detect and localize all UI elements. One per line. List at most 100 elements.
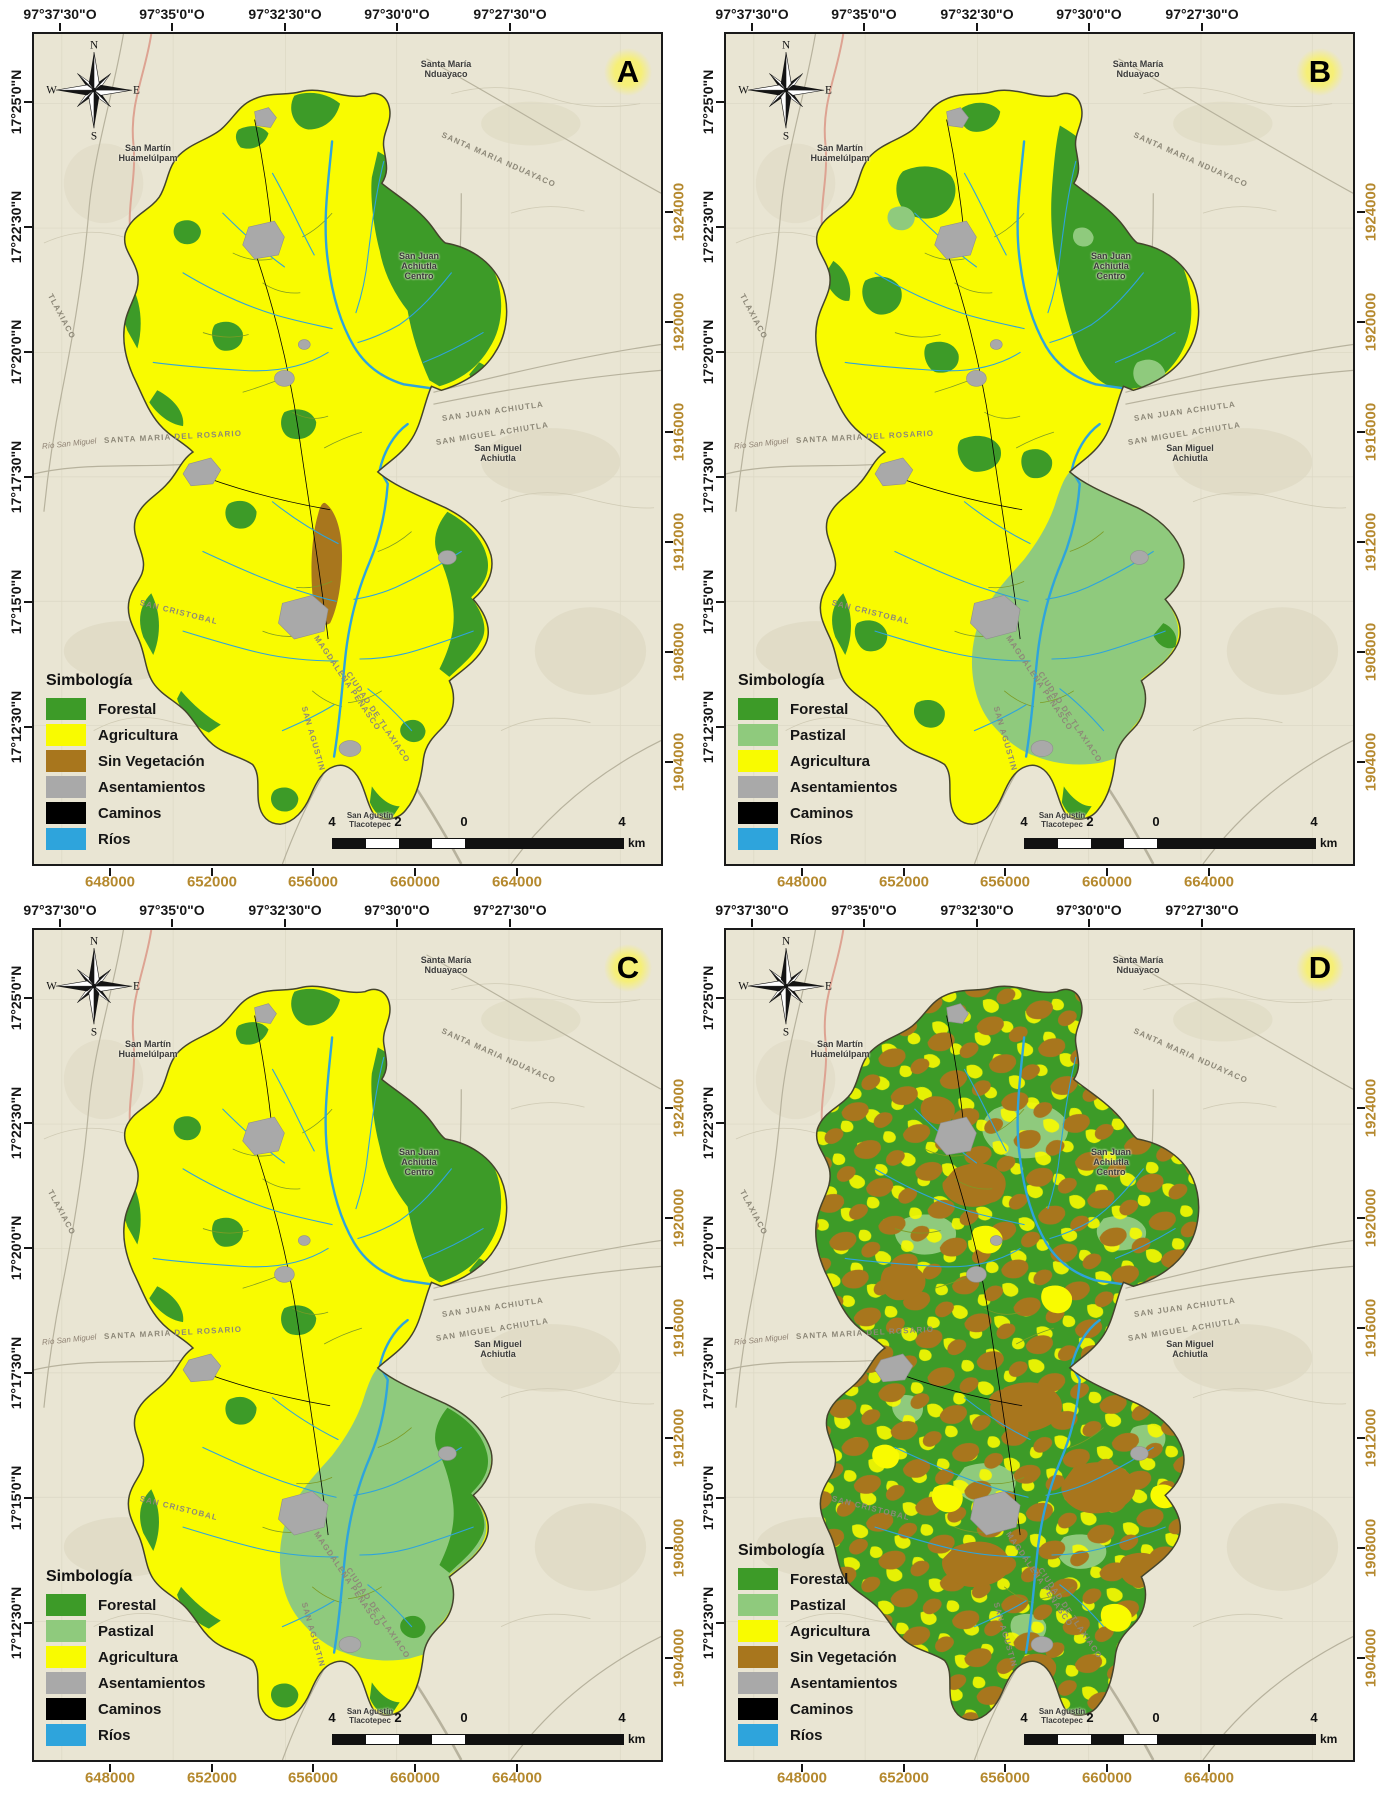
utm-easting-label: 648000	[84, 1769, 136, 1787]
legend-item: Agricultura	[46, 724, 206, 746]
axis-tick	[1357, 651, 1365, 653]
axis-tick	[24, 726, 32, 728]
latitude-label: 17°15'0"N	[8, 569, 24, 635]
axis-tick	[716, 476, 724, 478]
legend-item: Asentamientos	[738, 776, 898, 798]
compass-rose: N S W E	[738, 936, 832, 1039]
legend-item-label: Ríos	[790, 830, 823, 848]
utm-northing-label: 1916000	[1362, 402, 1380, 462]
utm-northing-label: 1924000	[1362, 182, 1380, 242]
legend-item: Sin Vegetación	[738, 1646, 898, 1668]
axis-tick	[1208, 868, 1210, 876]
longitude-label: 97°27'30"O	[1165, 902, 1239, 918]
utm-northing-label: 1912000	[1362, 512, 1380, 572]
axis-tick	[414, 1764, 416, 1772]
axis-tick	[665, 321, 673, 323]
axis-tick	[665, 651, 673, 653]
legend-color-swatch	[738, 1568, 778, 1590]
axis-tick	[284, 23, 286, 31]
legend-item-label: Agricultura	[790, 752, 871, 770]
axis-tick	[1201, 919, 1203, 927]
compass-south-label: S	[783, 131, 789, 143]
legend-item: Ríos	[738, 1724, 898, 1746]
map-c-landcover	[34, 930, 661, 1760]
scale-bar: 4 2 0 4 km	[1020, 1710, 1337, 1754]
map-panel-b[interactable]: N S W E B Santa María Nduayaco San Martí…	[724, 32, 1355, 866]
axis-tick	[509, 919, 511, 927]
latitude-label: 17°25'0"N	[700, 69, 716, 135]
axis-tick	[509, 23, 511, 31]
axis-tick	[716, 1622, 724, 1624]
axis-tick	[1088, 23, 1090, 31]
axis-tick	[414, 868, 416, 876]
panel-letter-badge: C	[604, 944, 652, 992]
panel-letter-badge: A	[604, 48, 652, 96]
scale-number: 4	[328, 1710, 336, 1725]
axis-tick	[1357, 541, 1365, 543]
place-label-san-juan-achiutla-centro: San Juan Achiutla Centro	[398, 251, 439, 281]
axis-tick	[716, 726, 724, 728]
axis-tick	[24, 1247, 32, 1249]
legend-item: Pastizal	[738, 1594, 898, 1616]
latitude-label: 17°20'0"N	[8, 319, 24, 385]
map-panel-c[interactable]: N S W E C Santa María Nduayaco San Martí…	[32, 928, 663, 1762]
axis-tick	[665, 761, 673, 763]
place-label-san-martin-huamelulpam: San Martín Huamelúlpam	[118, 1039, 178, 1059]
axis-tick	[1357, 1657, 1365, 1659]
legend-items: Forestal Pastizal Agricultura Asentamientos…	[46, 1594, 206, 1746]
axis-tick	[976, 919, 978, 927]
latitude-label: 17°12'30"N	[700, 690, 716, 764]
compass-north-label: N	[90, 936, 98, 948]
legend-color-swatch	[46, 698, 86, 720]
place-label-san-agustin-tlacotepec: San Agustín Tlacotepec	[1038, 1707, 1086, 1725]
longitude-label: 97°30'0"O	[364, 902, 430, 918]
longitude-label: 97°35'0"O	[139, 902, 205, 918]
compass-rose: N S W E	[738, 40, 832, 143]
scale-number: 2	[394, 814, 402, 829]
utm-easting-label: 656000	[979, 1769, 1031, 1787]
legend-item-label: Asentamientos	[98, 1674, 206, 1692]
axis-tick	[751, 919, 753, 927]
latitude-label: 17°17'30"N	[8, 1336, 24, 1410]
legend-title: Simbología	[738, 1542, 825, 1559]
utm-easting-label: 652000	[878, 1769, 930, 1787]
legend-color-swatch	[738, 828, 778, 850]
legend-color-swatch	[738, 776, 778, 798]
place-label-santa-maria-nduayaco: Santa María Nduayaco	[1112, 59, 1164, 79]
legend-item: Agricultura	[738, 1620, 898, 1642]
axis-tick	[1357, 1217, 1365, 1219]
axis-tick	[716, 351, 724, 353]
map-panel-d[interactable]: N S W E D Santa María Nduayaco San Martí…	[724, 928, 1355, 1762]
latitude-label: 17°12'30"N	[700, 1586, 716, 1660]
map-legend: Simbología Forestal Pastizal Agricultura Si…	[738, 1542, 898, 1750]
utm-northing-label: 1904000	[670, 732, 688, 792]
map-legend: Simbología Forestal Pastizal Agricultura As…	[738, 672, 898, 854]
axis-tick	[1208, 1764, 1210, 1772]
axis-tick	[716, 1247, 724, 1249]
compass-star	[747, 947, 825, 1025]
scale-number: 4	[1310, 1710, 1318, 1725]
utm-easting-label: 656000	[287, 873, 339, 891]
utm-easting-label: 660000	[389, 1769, 441, 1787]
legend-color-swatch	[46, 802, 86, 824]
utm-easting-label: 652000	[878, 873, 930, 891]
axis-tick	[716, 1497, 724, 1499]
scale-number: 2	[394, 1710, 402, 1725]
legend-color-swatch	[46, 1698, 86, 1720]
axis-tick	[1357, 1327, 1365, 1329]
legend-color-swatch	[46, 1646, 86, 1668]
scale-bar: 4 2 0 4 km	[1020, 814, 1337, 858]
axis-tick	[716, 101, 724, 103]
utm-northing-label: 1912000	[670, 512, 688, 572]
utm-northing-label: 1908000	[670, 1518, 688, 1578]
axis-tick	[171, 919, 173, 927]
legend-item: Sin Vegetación	[46, 750, 206, 772]
axis-tick	[171, 23, 173, 31]
legend-color-swatch	[46, 776, 86, 798]
map-panel-a[interactable]: N S W E A Santa María Nduayaco San Martí…	[32, 32, 663, 866]
legend-item: Asentamientos	[46, 1672, 206, 1694]
axis-tick	[24, 476, 32, 478]
axis-tick	[59, 23, 61, 31]
legend-color-swatch	[46, 1724, 86, 1746]
compass-star	[55, 51, 133, 129]
